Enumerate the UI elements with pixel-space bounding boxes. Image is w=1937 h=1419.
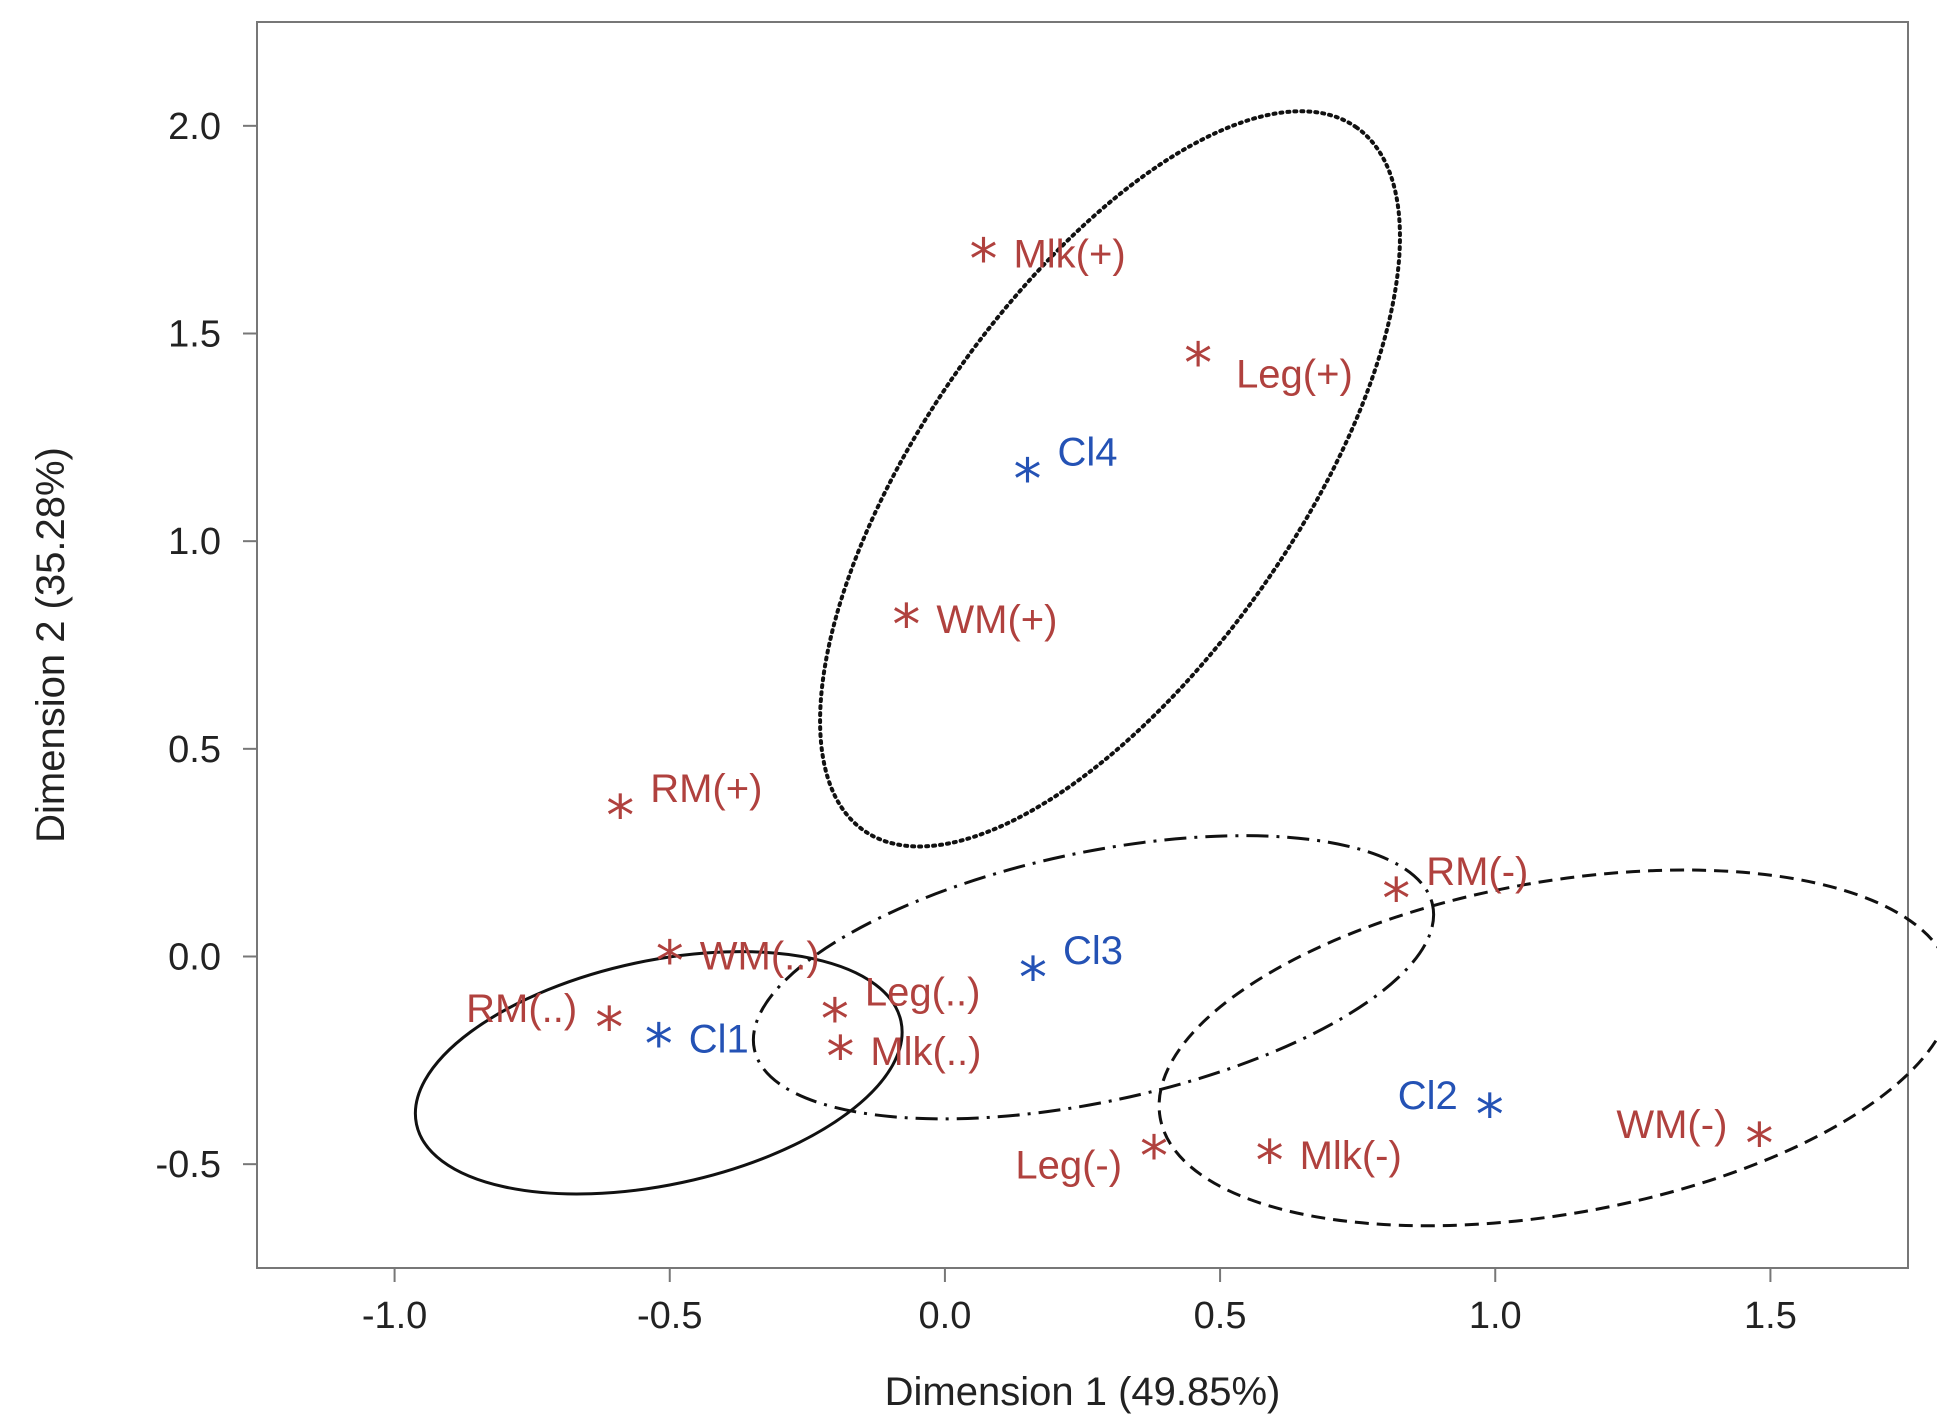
data-point-label: Cl2 [1398, 1074, 1458, 1118]
y-tick-label: 2.0 [168, 106, 221, 148]
x-tick-label: 0.5 [1194, 1295, 1247, 1337]
data-point: * [595, 996, 623, 1061]
data-point-label: WM(+) [936, 598, 1057, 642]
y-tick-label: 0.0 [168, 937, 221, 979]
cluster-ellipse-solid [413, 950, 904, 1196]
data-point-label: Leg(..) [865, 971, 981, 1015]
data-point: * [1382, 867, 1410, 932]
cluster-ellipse-dashed [1157, 868, 1937, 1228]
data-point: * [656, 930, 684, 995]
data-point: * [645, 1013, 673, 1078]
data-point: * [892, 593, 920, 658]
data-point-label: Leg(+) [1236, 352, 1353, 396]
x-tick-label: -0.5 [637, 1295, 702, 1337]
data-point-label: WM(..) [700, 935, 820, 979]
cluster-ellipse-dotted [818, 109, 1402, 849]
x-tick-label: -1.0 [362, 1295, 427, 1337]
x-tick-label: 1.5 [1744, 1295, 1797, 1337]
y-axis-title: Dimension 2 (35.28%) [29, 447, 73, 843]
data-point-label: Leg(-) [1015, 1144, 1122, 1188]
data-point: * [1256, 1129, 1284, 1194]
data-point-label: Cl3 [1063, 929, 1123, 973]
cluster-ellipse-dash-dot [751, 834, 1436, 1121]
data-point: * [821, 988, 849, 1053]
data-point: * [606, 784, 634, 849]
data-point: * [1019, 946, 1047, 1011]
x-tick-label: 0.0 [919, 1295, 972, 1337]
y-tick-label: 1.5 [168, 314, 221, 356]
y-tick-label: -0.5 [156, 1144, 221, 1186]
data-point: * [969, 228, 997, 293]
x-tick-label: 1.0 [1469, 1295, 1522, 1337]
data-point-label: Cl4 [1057, 431, 1117, 475]
data-point-label: RM(..) [466, 987, 577, 1031]
data-point: * [1013, 448, 1041, 513]
x-axis-title: Dimension 1 (49.85%) [885, 1370, 1281, 1414]
data-point-label: Cl1 [689, 1018, 749, 1062]
plot-frame [256, 21, 1909, 1269]
data-point: * [1184, 331, 1212, 396]
y-tick-label: 0.5 [168, 729, 221, 771]
data-point-label: RM(-) [1426, 850, 1528, 894]
data-point-label: WM(-) [1616, 1103, 1727, 1147]
data-point-label: Mlk(+) [1013, 233, 1125, 277]
data-point: * [1140, 1125, 1168, 1190]
data-point-label: RM(+) [650, 767, 762, 811]
data-point-label: Mlk(-) [1300, 1134, 1402, 1178]
data-point: * [1745, 1112, 1773, 1177]
y-tick-label: 1.0 [168, 521, 221, 563]
data-point-label: Mlk(..) [870, 1030, 981, 1074]
data-point: * [826, 1025, 854, 1090]
data-point: * [1476, 1083, 1504, 1148]
